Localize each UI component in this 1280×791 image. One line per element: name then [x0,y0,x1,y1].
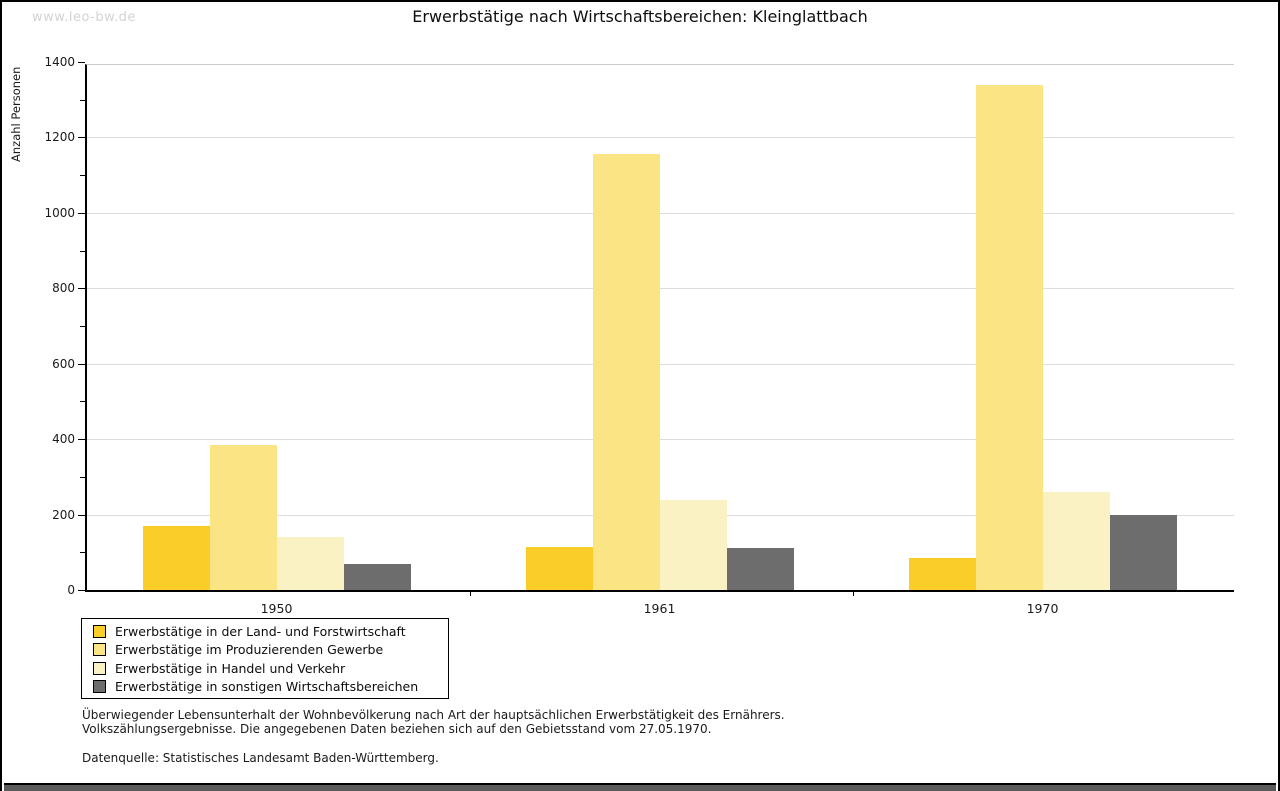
bar-1950-series-4 [343,563,411,590]
legend-label: Erwerbstätige im Produzierenden Gewerbe [115,642,384,658]
footnote-line-1: Überwiegender Lebensunterhalt der Wohnbe… [82,708,785,722]
bar-1961-series-1 [525,546,593,590]
plot-area: 0 200 400 600 800 1000 1200 1400 1950 1961 1970 [44,56,1234,616]
bar-1961-series-4 [726,547,794,590]
legend-label: Erwerbstätige in der Land- und Forstwirt… [115,623,406,639]
gridline-600 [87,363,1234,365]
bottom-bar [4,783,1276,791]
bar-1970-series-1 [908,557,976,590]
bar-1970-series-2 [975,84,1043,590]
data-source-text: Datenquelle: Statistisches Landesamt Bad… [82,751,439,765]
bar-1950-series-2 [209,444,277,590]
gridline-1200 [87,137,1234,139]
y-tick-label-400: 400 [52,432,75,447]
y-tick-0 [78,590,85,591]
bar-1961-series-2 [592,154,660,590]
bar-1950-series-3 [276,537,344,590]
legend-swatch-icon [93,661,106,675]
y-tick-label-200: 200 [52,507,75,522]
y-minor-tick-500 [80,401,85,403]
y-tick-label-0: 0 [67,583,75,597]
y-tick-label-800: 800 [52,281,75,296]
y-minor-tick-1300 [80,99,85,101]
footnote-text: Überwiegender Lebensunterhalt der Wohnbe… [82,708,785,736]
chart-title: Erwerbstätige nach Wirtschaftsbereichen:… [412,7,868,26]
y-minor-tick-100 [80,552,85,554]
gridline-400 [87,439,1234,441]
gridline-800 [87,288,1234,290]
footnote-line-2: Volkszählungsergebnisse. Die angegebenen… [82,722,712,736]
y-tick-200 [78,514,85,516]
x-tick-label-1961: 1961 [643,601,676,616]
x-axis-tick-1 [470,592,471,596]
legend-row-2: Erwerbstätige im Produzierenden Gewerbe [82,641,448,660]
bar-1970-series-4 [1109,514,1177,590]
legend-swatch-icon [93,643,106,657]
y-tick-label-1400: 1400 [44,55,75,69]
bar-1950-series-1 [142,525,210,590]
y-axis-title: Anzahl Personen [9,66,23,162]
y-tick-label-1200: 1200 [44,130,75,145]
y-minor-tick-1100 [80,175,85,177]
legend-row-3: Erwerbstätige in Handel und Verkehr [82,659,448,678]
legend-swatch-icon [93,624,106,638]
y-minor-tick-700 [80,326,85,327]
y-tick-1200 [78,137,85,139]
x-axis-tick-2 [853,592,854,596]
y-tick-1400 [78,62,85,63]
y-minor-tick-300 [80,476,85,478]
legend-swatch-icon [93,680,106,694]
leo-bw-watermark: www.leo-bw.de [32,10,136,25]
gridline-1000 [87,212,1234,214]
legend-row-4: Erwerbstätige in sonstigen Wirtschaftsbe… [82,678,448,697]
y-tick-label-1000: 1000 [44,205,75,220]
bar-1961-series-3 [659,499,727,590]
bar-1970-series-3 [1042,491,1110,590]
y-tick-400 [78,439,85,441]
y-tick-1000 [78,212,85,214]
y-tick-label-600: 600 [52,356,75,371]
y-tick-800 [78,288,85,290]
x-tick-label-1950: 1950 [260,601,293,616]
legend-label: Erwerbstätige in sonstigen Wirtschaftsbe… [115,679,419,695]
legend-row-1: Erwerbstätige in der Land- und Forstwirt… [82,622,448,641]
legend-label: Erwerbstätige in Handel und Verkehr [115,660,346,676]
legend-box: Erwerbstätige in der Land- und Forstwirt… [81,618,449,699]
y-minor-tick-900 [80,250,85,252]
x-tick-label-1970: 1970 [1026,601,1059,616]
y-tick-600 [78,363,85,365]
